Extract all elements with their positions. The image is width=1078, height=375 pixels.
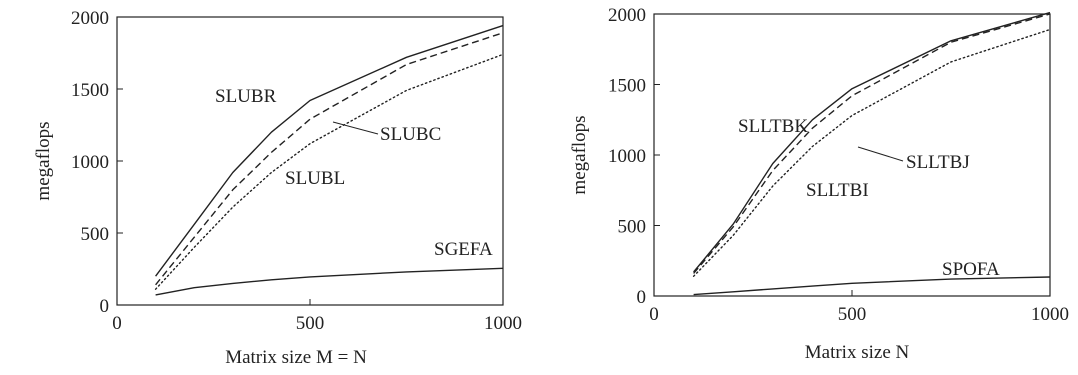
y-tick-label: 500: [618, 217, 647, 238]
y-tick-label: 1000: [71, 152, 109, 173]
y-axis-label: megaflops: [569, 115, 590, 194]
series-line-slltbk: [693, 11, 1051, 273]
x-axis-label: Matrix size M = N: [225, 347, 367, 368]
plot-frame: [653, 13, 1051, 297]
y-tick-label: 0: [100, 296, 110, 317]
series-line-slubl: [154, 53, 504, 290]
series-line-slltbi: [692, 28, 1051, 277]
series-line-sgefa: [155, 267, 504, 296]
series-line-spofa: [693, 276, 1051, 296]
x-axis-label: Matrix size N: [805, 342, 910, 363]
x-tick-label: 500: [296, 313, 325, 334]
x-tick-label: 500: [838, 304, 867, 325]
y-tick-label: 2000: [71, 8, 109, 29]
x-tick-label: 1000: [1031, 304, 1069, 325]
x-tick-label: 0: [112, 313, 122, 334]
series-label-slubc: SLUBC: [380, 124, 441, 145]
series-label-slltbj: SLLTBJ: [906, 152, 970, 173]
y-tick-label: 1000: [608, 146, 646, 167]
plot-frame: [116, 16, 504, 306]
y-tick-label: 0: [637, 287, 647, 308]
series-label-slubl: SLUBL: [285, 168, 345, 189]
y-tick-label: 1500: [71, 80, 109, 101]
series-line-slubc: [155, 32, 504, 286]
y-tick-label: 2000: [608, 5, 646, 26]
x-tick-label: 0: [649, 304, 659, 325]
series-label-slltbi: SLLTBI: [806, 180, 869, 201]
series-label-sgefa: SGEFA: [434, 239, 493, 260]
series-label-slltbk: SLLTBK: [738, 116, 808, 137]
series-label-slubr: SLUBR: [215, 86, 277, 107]
leader-line-slubc: [332, 121, 379, 135]
x-tick-label: 1000: [484, 313, 522, 334]
series-line-slubr: [155, 24, 504, 277]
leader-line-slltbj: [857, 146, 904, 162]
y-tick-label: 500: [81, 224, 110, 245]
chart-lu-factorization: 0 500 1000 1500 2000 0 500 1000 Matrix size M = …: [33, 8, 522, 368]
series-label-spofa: SPOFA: [942, 259, 1000, 280]
y-axis-label: megaflops: [33, 121, 54, 200]
y-tick-label: 1500: [608, 76, 646, 97]
chart-cholesky-factorization: 0 500 1000 1500 2000 0 500 1000 Matrix size N meg…: [569, 5, 1069, 363]
series-line-slltbj: [693, 13, 1051, 274]
